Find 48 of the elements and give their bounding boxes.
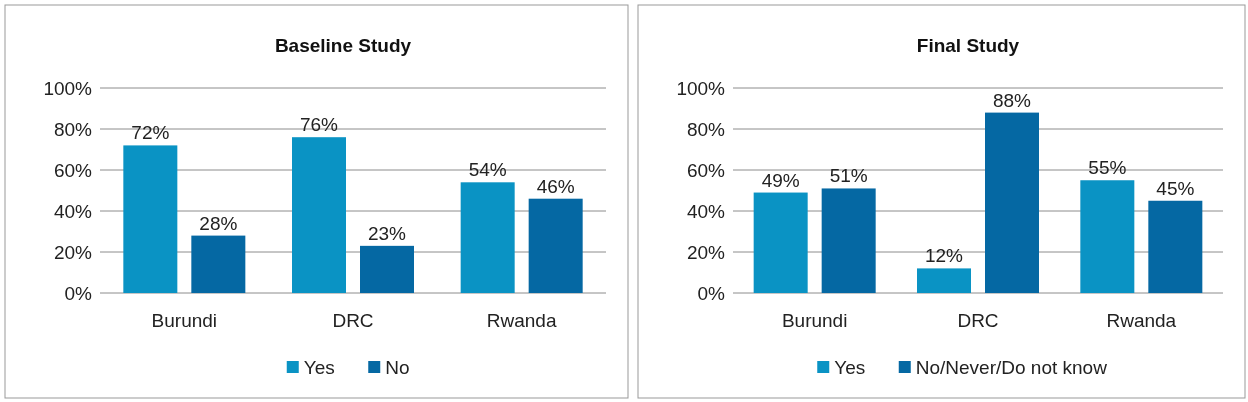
data-label: 88% (992, 89, 1032, 111)
x-tick-label: DRC (957, 310, 999, 331)
bar (292, 137, 346, 293)
data-label: 46% (536, 175, 575, 197)
data-label: 54% (468, 159, 507, 181)
x-tick-label: Burundi (151, 310, 218, 331)
legend-label: Yes (834, 357, 866, 378)
x-tick-label: Rwanda (486, 310, 557, 331)
data-label: 49% (761, 169, 800, 191)
bar (1148, 200, 1203, 293)
data-label: 45% (1156, 177, 1195, 199)
y-tick-label: 80% (53, 118, 93, 140)
bar (360, 245, 414, 293)
x-tick-label: DRC (332, 310, 374, 331)
chart-title: Final Study (916, 35, 1020, 56)
bar (191, 235, 246, 293)
chart-title: Baseline Study (274, 35, 412, 56)
data-label: 28% (199, 212, 238, 234)
bar (753, 192, 808, 293)
data-label: 76% (299, 114, 339, 136)
x-tick-label: Rwanda (1106, 310, 1177, 331)
legend-label: Yes (303, 357, 335, 378)
y-tick-label: 20% (53, 241, 93, 263)
data-label: 12% (924, 245, 964, 267)
y-tick-label: 60% (686, 159, 726, 181)
legend-label: No/Never/Do not know (915, 357, 1108, 378)
y-tick-label: 100% (43, 77, 93, 99)
data-label: 23% (367, 222, 407, 244)
y-tick-label: 40% (53, 200, 93, 222)
data-label: 55% (1088, 157, 1127, 179)
y-tick-label: 0% (697, 282, 726, 304)
y-tick-label: 40% (686, 200, 726, 222)
data-label: 72% (131, 122, 170, 144)
y-tick-label: 20% (686, 241, 726, 263)
legend-label: No (385, 357, 410, 378)
x-tick-label: Burundi (781, 310, 848, 331)
bar (1080, 180, 1135, 293)
bar (985, 112, 1039, 293)
bar (528, 198, 583, 293)
y-tick-label: 60% (53, 159, 93, 181)
bar (123, 145, 178, 293)
y-tick-label: 0% (64, 282, 93, 304)
bar (460, 182, 515, 293)
bar (821, 188, 876, 293)
y-tick-label: 100% (676, 77, 726, 99)
data-label: 51% (829, 165, 868, 187)
y-tick-label: 80% (686, 118, 726, 140)
bar (917, 268, 971, 293)
